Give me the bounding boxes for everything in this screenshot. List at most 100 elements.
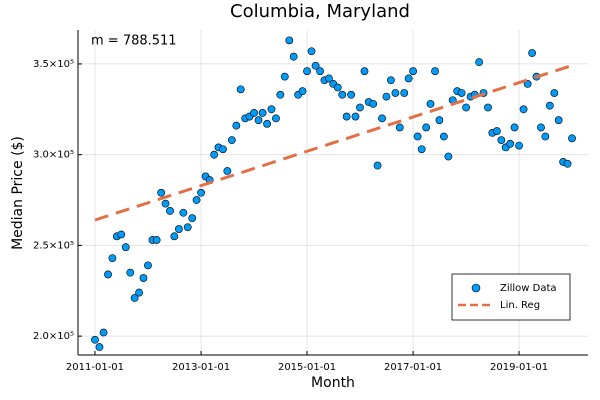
- data-point: [342, 112, 351, 121]
- data-point: [497, 136, 506, 145]
- data-point: [519, 105, 528, 114]
- data-point: [130, 294, 139, 302]
- data-point: [236, 85, 245, 94]
- data-point: [563, 159, 572, 168]
- annotation: m = 788.511: [91, 34, 177, 49]
- data-point: [188, 214, 197, 223]
- data-point: [280, 72, 289, 81]
- data-point: [91, 335, 99, 344]
- data-point: [192, 196, 201, 204]
- data-point: [484, 103, 492, 112]
- data-point: [545, 101, 554, 110]
- data-point: [121, 243, 130, 252]
- data-point: [219, 145, 227, 154]
- data-point: [523, 79, 532, 88]
- data-point: [347, 90, 356, 99]
- data-point: [104, 270, 112, 279]
- data-point: [263, 119, 272, 128]
- data-point: [157, 188, 166, 197]
- y-tick-label: 2.0×10⁵: [33, 331, 74, 342]
- data-point: [369, 99, 378, 108]
- legend-marker: [471, 283, 481, 293]
- data-point: [373, 161, 382, 170]
- data-point: [250, 109, 258, 117]
- data-point: [409, 67, 418, 76]
- data-point: [99, 328, 108, 337]
- data-point: [289, 52, 298, 61]
- data-point: [303, 67, 311, 76]
- y-tick-label: 3.0×10⁵: [33, 150, 74, 161]
- data-point: [351, 112, 360, 121]
- data-point: [462, 103, 470, 112]
- data-point: [139, 274, 148, 282]
- data-point: [144, 261, 152, 270]
- data-point: [387, 76, 395, 85]
- data-point: [161, 199, 170, 208]
- data-point: [227, 136, 236, 145]
- y-tick-label: 2.5×10⁵: [33, 240, 74, 251]
- data-point: [307, 47, 316, 56]
- data-point: [254, 116, 263, 125]
- data-point: [417, 145, 426, 154]
- y-axis-label: Median Price ($): [10, 136, 26, 250]
- data-point: [528, 49, 537, 57]
- data-point: [404, 74, 413, 83]
- data-point: [439, 132, 448, 141]
- data-point: [550, 89, 559, 97]
- data-point: [515, 141, 523, 150]
- data-point: [338, 90, 347, 99]
- data-point: [258, 109, 267, 117]
- data-point: [285, 36, 294, 45]
- data-point: [179, 208, 188, 217]
- data-point: [170, 232, 179, 241]
- data-point: [537, 123, 545, 132]
- y-tick-label: 3.5×10⁵: [33, 59, 74, 70]
- data-point: [413, 132, 422, 141]
- data-point: [431, 67, 439, 76]
- data-point: [223, 167, 232, 175]
- regression-line: [94, 64, 573, 222]
- x-tick-label: 2019-01-01: [490, 362, 548, 373]
- data-point: [152, 236, 161, 244]
- data-point: [506, 139, 515, 148]
- data-point: [232, 121, 241, 130]
- data-point: [126, 268, 135, 277]
- data-point: [210, 150, 219, 159]
- data-point: [272, 114, 280, 123]
- data-point: [135, 288, 144, 297]
- data-point: [333, 83, 342, 92]
- data-point: [356, 103, 364, 112]
- data-point: [183, 223, 192, 232]
- x-tick-label: 2017-01-01: [384, 362, 442, 373]
- data-point: [298, 87, 307, 96]
- data-point: [382, 92, 391, 101]
- data-point: [510, 123, 519, 132]
- data-point: [444, 152, 453, 161]
- x-tick-label: 2011-01-01: [66, 362, 124, 373]
- data-point: [435, 116, 444, 125]
- x-tick-label: 2013-01-01: [172, 362, 230, 373]
- data-point: [568, 134, 576, 143]
- x-axis-label: Month: [311, 375, 355, 391]
- data-point: [95, 343, 104, 351]
- data-point: [197, 188, 205, 197]
- data-point: [492, 127, 501, 135]
- data-point: [541, 132, 550, 141]
- data-point: [457, 89, 466, 97]
- data-point: [316, 67, 324, 76]
- data-point: [325, 74, 333, 83]
- x-tick-label: 2015-01-01: [278, 362, 336, 373]
- data-point: [267, 105, 276, 114]
- data-point: [378, 114, 386, 123]
- data-point: [426, 99, 435, 108]
- legend-label: Zillow Data: [500, 283, 557, 294]
- data-point: [400, 89, 409, 97]
- data-point: [174, 225, 183, 233]
- data-point: [108, 254, 117, 262]
- chart-title: Columbia, Maryland: [230, 1, 410, 22]
- legend-box: [451, 273, 571, 321]
- data-point: [311, 61, 320, 70]
- data-point: [117, 230, 126, 239]
- data-point: [554, 116, 563, 125]
